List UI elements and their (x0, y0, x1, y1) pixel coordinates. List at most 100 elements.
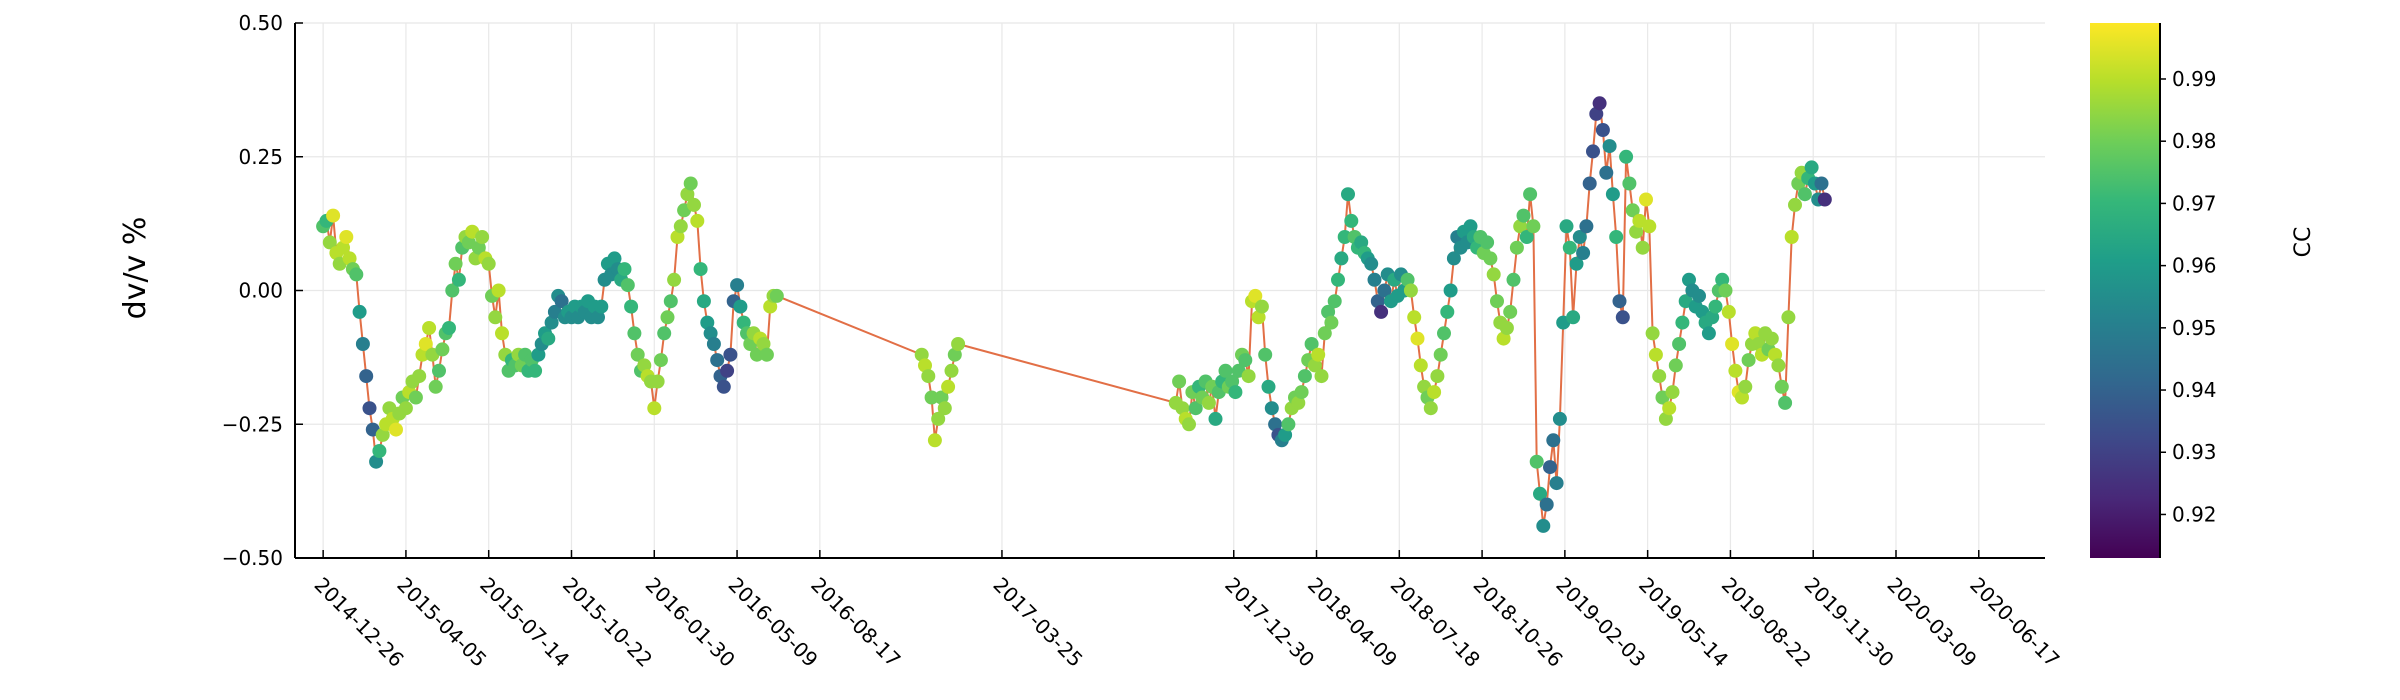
data-point (1334, 251, 1349, 266)
data-point (372, 444, 387, 458)
data-point (541, 331, 556, 346)
data-point (1784, 230, 1799, 244)
data-point (352, 304, 367, 319)
data-point (650, 374, 665, 389)
data-point (355, 337, 370, 351)
data-point (1377, 283, 1392, 298)
data-point (1662, 401, 1677, 416)
data-point (1602, 139, 1617, 154)
data-point (1572, 230, 1587, 244)
data-point (1172, 374, 1187, 389)
data-point (607, 251, 622, 266)
data-point (700, 315, 715, 330)
data-point (322, 235, 337, 250)
data-point (716, 379, 731, 394)
data-point (1569, 256, 1584, 271)
data-point (918, 358, 932, 373)
data-point (1304, 337, 1319, 351)
data-point (1543, 460, 1557, 475)
data-point (673, 219, 688, 234)
data-point (637, 358, 652, 373)
data-point (1725, 337, 1740, 351)
data-point (1658, 411, 1673, 426)
data-point (1254, 299, 1269, 314)
data-point (1291, 395, 1306, 410)
data-point (667, 272, 682, 287)
data-point (657, 326, 672, 341)
data-point (531, 347, 546, 362)
data-point (1748, 326, 1763, 341)
data-point (1344, 213, 1359, 228)
data-point (931, 411, 946, 426)
data-point (1701, 326, 1716, 341)
data-point (1622, 176, 1637, 191)
data-point (1718, 283, 1733, 298)
data-point (1797, 187, 1812, 202)
data-point (1665, 385, 1680, 400)
colorbar-label: CC (2291, 227, 2316, 258)
data-point (422, 321, 437, 335)
data-point (1341, 187, 1355, 202)
data-point (1440, 304, 1455, 319)
data-point (1188, 401, 1203, 416)
colorbar-ticks: 0.92 0.93 0.94 0.95 0.96 0.97 0.98 0.99 (2160, 67, 2217, 526)
data-point (683, 176, 698, 191)
data-point (687, 197, 701, 212)
data-point (336, 240, 350, 255)
data-point (1788, 197, 1802, 212)
data-point (670, 230, 685, 244)
data-point (1446, 251, 1461, 266)
colorbar-tick-label: 0.93 (2172, 440, 2217, 464)
data-point (1294, 385, 1309, 400)
data-point (1539, 497, 1554, 512)
data-point (1781, 310, 1796, 325)
data-point (1281, 417, 1296, 432)
data-point (706, 337, 721, 351)
colorbar-tick-label: 0.92 (2172, 502, 2217, 526)
data-point (1410, 331, 1425, 346)
data-point (1668, 358, 1683, 373)
data-point (1552, 411, 1567, 426)
colorbar-tick-label: 0.94 (2172, 378, 2217, 402)
data-point (1463, 219, 1478, 234)
colorbar-tick-label: 0.97 (2172, 191, 2217, 215)
data-point (1549, 476, 1564, 491)
data-point (1503, 304, 1518, 319)
data-point (1768, 347, 1783, 362)
data-point (1645, 326, 1660, 341)
data-point (468, 251, 483, 266)
data-point (696, 294, 711, 309)
data-point (1496, 331, 1511, 346)
x-tick-label: 2020-06-17 (1965, 573, 2064, 672)
data-point (763, 299, 778, 314)
data-point (491, 283, 506, 298)
data-point (1238, 353, 1253, 368)
data-point (418, 337, 433, 351)
data-point (1321, 304, 1336, 319)
data-point (375, 427, 390, 442)
data-point (630, 347, 645, 362)
data-point (1639, 192, 1653, 207)
data-point (495, 326, 509, 341)
data-point (591, 310, 605, 325)
data-point (759, 347, 774, 362)
data-point (1715, 272, 1730, 287)
data-point (947, 347, 962, 362)
data-point (362, 401, 377, 416)
data-point (1241, 369, 1256, 384)
data-point (1407, 310, 1422, 325)
data-point (627, 326, 642, 341)
data-point (1589, 106, 1604, 121)
data-point (647, 401, 662, 416)
data-point (769, 288, 784, 303)
data-point (941, 379, 956, 394)
data-point (1317, 326, 1332, 341)
data-point (1692, 288, 1706, 303)
data-point (927, 433, 942, 448)
data-point (1526, 219, 1541, 234)
data-point (1721, 304, 1736, 319)
data-point (749, 347, 764, 362)
y-tick-label: −0.50 (222, 546, 283, 570)
data-point (1437, 326, 1451, 341)
